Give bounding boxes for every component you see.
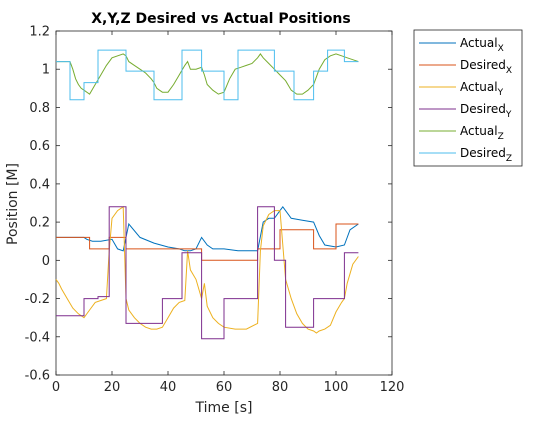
series-line-actual-y (55, 205, 359, 334)
series-line-actual-x (56, 205, 359, 252)
y-tick-label: -0.6 (25, 369, 50, 384)
x-tick-label: 0 (52, 380, 60, 395)
y-tick-label: 0.4 (29, 177, 50, 192)
legend-entry: ActualZ (460, 124, 504, 142)
y-tick-label: -0.2 (25, 292, 50, 307)
series-line-desired-z (56, 49, 359, 101)
y-tick-label: 0 (42, 254, 50, 269)
x-tick-label: 40 (160, 380, 177, 395)
series-line-desired-y (56, 206, 359, 340)
x-tick-label: 120 (380, 380, 405, 395)
plot-area: 0 20 40 60 80 100 120 -0.6 -0.4 -0.2 0 0.2 0.4 0.6 0.8… (25, 25, 405, 396)
y-tick-label: 0.2 (29, 216, 50, 231)
chart-title: X,Y,Z Desired vs Actual Positions (91, 11, 351, 27)
y-axis-label: Position [M] (5, 163, 21, 245)
y-tick-label: -0.4 (25, 330, 50, 345)
x-tick-label: 20 (104, 380, 121, 395)
legend-entry: ActualY (460, 80, 504, 98)
legend-box (413, 29, 523, 167)
legend-entry: DesiredX (460, 58, 512, 76)
legend: ActualX DesiredX ActualY DesiredY ActualZ Des… (413, 29, 523, 167)
y-tick-label: 1 (42, 63, 50, 78)
y-tick-label: 1.2 (29, 25, 50, 40)
x-tick-label: 80 (272, 380, 289, 395)
x-tick-label: 60 (216, 380, 233, 395)
y-tick-label: 0.6 (29, 139, 50, 154)
x-axis-label: Time [s] (195, 400, 253, 416)
legend-entry: DesiredZ (460, 146, 512, 164)
x-tick-label: 100 (324, 380, 349, 395)
y-tick-label: 0.8 (29, 101, 50, 116)
legend-entry: DesiredY (460, 102, 512, 120)
legend-entry: ActualX (460, 36, 504, 54)
